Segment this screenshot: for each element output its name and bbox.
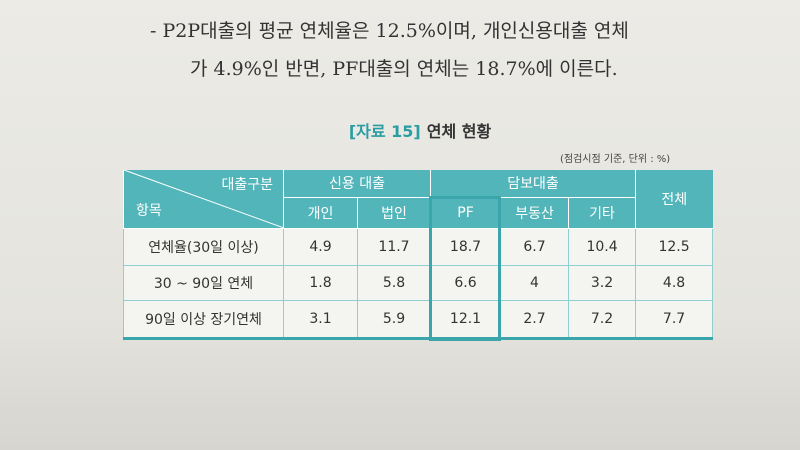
cell: 7.2 (568, 299, 637, 340)
corner-bottom: 항목 (136, 202, 162, 219)
corner-cell: 대출구분 항목 (123, 170, 284, 229)
subheader: 법인 (356, 197, 431, 229)
cell: 3.2 (568, 264, 637, 301)
cell: 5.9 (356, 299, 432, 340)
table-row: 30 ~ 90일 연체 1.8 5.8 6.6 4 3.2 4.8 (123, 264, 714, 301)
table-row: 90일 이상 장기연체 3.1 5.9 12.1 2.7 7.2 7.7 (123, 299, 714, 340)
body-text: - P2P대출의 평균 연체율은 12.5%이며, 개인신용대출 연체 (150, 20, 629, 42)
row-label: 연체율(30일 이상) (123, 227, 284, 266)
caption-title: 연체 현황 (426, 122, 492, 141)
cell: 3.1 (283, 299, 358, 340)
cell: 18.7 (430, 227, 502, 266)
cell: 7.7 (635, 299, 714, 340)
subheader: 부동산 (500, 197, 569, 229)
cell: 6.7 (500, 227, 570, 266)
cell: 12.1 (430, 299, 502, 340)
cell: 6.6 (430, 264, 502, 301)
group-header: 담보대출 (430, 170, 636, 198)
subheader: PF (430, 197, 501, 229)
total-header: 전체 (635, 170, 713, 229)
unit-note: (점검시점 기준, 단위 : %) (560, 154, 671, 165)
group-header: 신용 대출 (282, 170, 431, 198)
subheader: 기타 (568, 197, 636, 229)
cell: 4.8 (635, 264, 714, 301)
table-row: 연체율(30일 이상) 4.9 11.7 18.7 6.7 10.4 12.5 (123, 227, 714, 266)
table: 대출구분 항목 신용 대출 담보대출 전체 개인 법인 PF 부동산 기타 연체율(30… (123, 170, 714, 340)
cell: 5.8 (356, 264, 432, 301)
cell: 12.5 (635, 227, 714, 266)
cell: 10.4 (568, 227, 637, 266)
diagonal (124, 170, 284, 228)
subheader: 개인 (283, 197, 358, 229)
caption: [자료 15] 연체 현황 (0, 118, 800, 142)
corner-top: 대출구분 (221, 177, 273, 193)
cell: 2.7 (500, 299, 570, 340)
body-text: 가 4.9%인 반면, PF대출의 연체는 18.7%에 이른다. (190, 58, 618, 80)
cell: 1.8 (283, 264, 358, 301)
caption-label: [자료 15] (348, 122, 421, 141)
table-body: 연체율(30일 이상) 4.9 11.7 18.7 6.7 10.4 12.5 30 ~ 90… (123, 227, 714, 340)
cell: 4.9 (283, 227, 358, 266)
cell: 4 (500, 264, 570, 301)
row-label: 30 ~ 90일 연체 (123, 264, 284, 301)
row-label: 90일 이상 장기연체 (123, 299, 284, 340)
cell: 11.7 (356, 227, 432, 266)
